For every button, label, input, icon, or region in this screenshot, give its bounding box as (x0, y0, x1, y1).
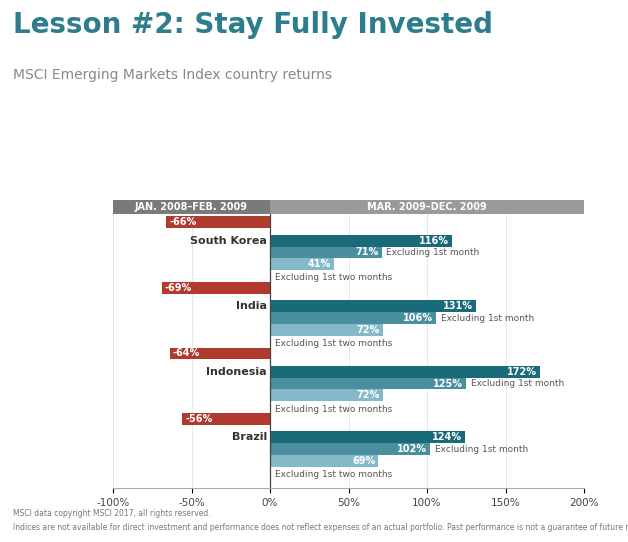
Text: 102%: 102% (397, 444, 427, 454)
Bar (270, 247, 382, 259)
Bar (270, 235, 452, 247)
Text: -66%: -66% (170, 217, 197, 227)
Bar (270, 300, 476, 312)
Text: -69%: -69% (165, 283, 192, 293)
Text: MSCI Emerging Markets Index country returns: MSCI Emerging Markets Index country retu… (13, 68, 332, 82)
Text: MAR. 2009–DEC. 2009: MAR. 2009–DEC. 2009 (367, 202, 487, 212)
Text: Excluding 1st month: Excluding 1st month (471, 379, 564, 388)
Text: 72%: 72% (357, 390, 380, 401)
Bar (270, 443, 430, 455)
Text: South Korea: South Korea (190, 236, 267, 246)
Bar (270, 455, 378, 467)
Text: 106%: 106% (403, 313, 433, 323)
Bar (182, 413, 270, 425)
Bar (162, 282, 270, 294)
Text: Excluding 1st month: Excluding 1st month (386, 248, 479, 257)
Text: -64%: -64% (173, 349, 200, 358)
Bar (270, 366, 540, 378)
Bar (270, 390, 383, 401)
Text: 116%: 116% (419, 236, 449, 246)
Bar (170, 347, 270, 359)
Text: MSCI data copyright MSCI 2017, all rights reserved.: MSCI data copyright MSCI 2017, all right… (13, 508, 210, 518)
Bar (270, 259, 335, 270)
Text: Excluding 1st month: Excluding 1st month (441, 313, 534, 322)
Text: 69%: 69% (352, 456, 376, 466)
Text: 71%: 71% (355, 248, 378, 257)
Bar (270, 431, 465, 443)
Text: India: India (236, 301, 267, 311)
Text: 124%: 124% (431, 433, 462, 442)
Text: Excluding 1st month: Excluding 1st month (435, 444, 528, 454)
Text: Indonesia: Indonesia (206, 367, 267, 377)
Bar (270, 312, 436, 324)
Bar (270, 378, 466, 390)
Text: 125%: 125% (433, 378, 463, 389)
Text: 172%: 172% (507, 367, 537, 377)
Bar (113, 200, 270, 215)
Text: Excluding 1st two months: Excluding 1st two months (275, 339, 392, 348)
Text: 41%: 41% (308, 259, 332, 269)
Bar (270, 324, 383, 335)
Text: Lesson #2: Stay Fully Invested: Lesson #2: Stay Fully Invested (13, 11, 492, 39)
Text: Excluding 1st two months: Excluding 1st two months (275, 404, 392, 414)
Text: -56%: -56% (185, 414, 212, 424)
Text: Brazil: Brazil (232, 433, 267, 442)
Bar (166, 216, 270, 228)
Text: Excluding 1st two months: Excluding 1st two months (275, 470, 392, 479)
Text: 72%: 72% (357, 325, 380, 335)
Text: JAN. 2008–FEB. 2009: JAN. 2008–FEB. 2009 (135, 202, 248, 212)
Text: Indices are not available for direct investment and performance does not reflect: Indices are not available for direct inv… (13, 523, 628, 532)
Text: Excluding 1st two months: Excluding 1st two months (275, 274, 392, 282)
Text: 131%: 131% (443, 301, 473, 311)
Bar (270, 200, 584, 215)
